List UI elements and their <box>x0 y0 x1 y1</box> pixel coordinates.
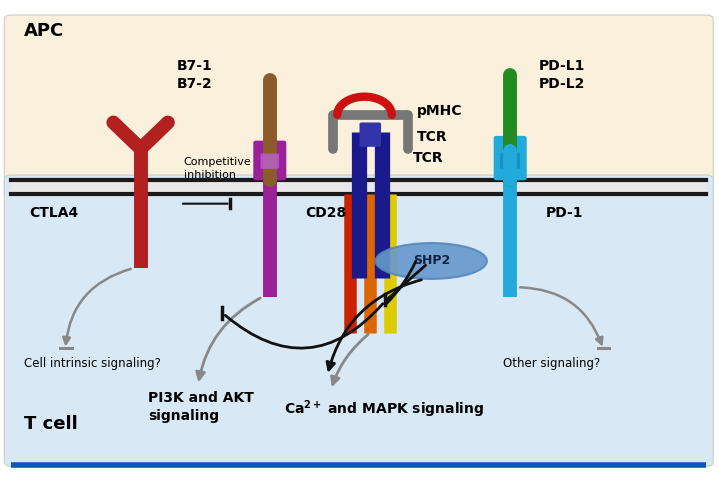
FancyBboxPatch shape <box>500 153 521 169</box>
Text: TCR: TCR <box>417 130 447 144</box>
FancyBboxPatch shape <box>260 154 279 169</box>
Text: CD28: CD28 <box>306 206 347 220</box>
FancyBboxPatch shape <box>4 15 713 199</box>
Text: Other signaling?: Other signaling? <box>503 356 600 369</box>
FancyBboxPatch shape <box>494 136 527 180</box>
Text: APC: APC <box>24 22 64 40</box>
Text: T cell: T cell <box>24 415 78 433</box>
Ellipse shape <box>375 243 487 279</box>
Text: Competitive
inhibition: Competitive inhibition <box>183 158 252 180</box>
FancyBboxPatch shape <box>360 123 381 147</box>
Text: CTLA4: CTLA4 <box>29 206 78 220</box>
Text: Cell intrinsic signaling?: Cell intrinsic signaling? <box>24 356 160 369</box>
Text: PI3K and AKT
signaling: PI3K and AKT signaling <box>148 391 254 422</box>
Text: SHP2: SHP2 <box>413 254 450 267</box>
Text: pMHC: pMHC <box>417 103 462 117</box>
Text: $\mathbf{Ca^{2+}}$ and MAPK signaling: $\mathbf{Ca^{2+}}$ and MAPK signaling <box>284 398 485 420</box>
Text: PD-L1
PD-L2: PD-L1 PD-L2 <box>539 58 585 91</box>
FancyBboxPatch shape <box>253 141 286 180</box>
Text: B7-1
B7-2: B7-1 B7-2 <box>176 58 212 91</box>
Text: TCR: TCR <box>413 151 444 165</box>
Text: PD-1: PD-1 <box>546 206 584 220</box>
FancyBboxPatch shape <box>4 175 713 467</box>
